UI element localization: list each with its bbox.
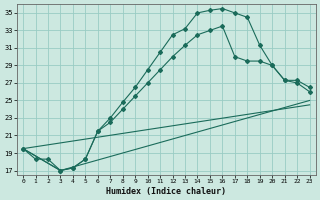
X-axis label: Humidex (Indice chaleur): Humidex (Indice chaleur) — [106, 187, 226, 196]
